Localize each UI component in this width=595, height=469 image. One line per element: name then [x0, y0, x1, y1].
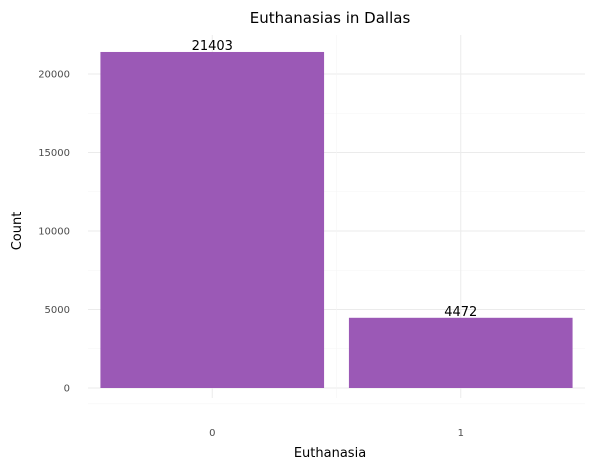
bar-value-label: 21403: [192, 39, 233, 54]
y-axis-ticks: 0 5000 10000 15000 20000: [38, 70, 70, 395]
x-tick-label: 1: [458, 428, 464, 439]
y-tick-label: 15000: [38, 148, 70, 159]
bars: [100, 51, 573, 388]
bar-value-label: 4472: [444, 305, 477, 320]
x-axis-label: Euthanasia: [294, 446, 366, 461]
y-tick-label: 20000: [38, 70, 70, 81]
y-tick-label: 5000: [45, 305, 70, 316]
x-tick-label: 0: [209, 428, 215, 439]
bar: [348, 317, 573, 388]
bar: [100, 51, 325, 388]
y-tick-label: 0: [64, 384, 70, 395]
data-labels: 21403 4472: [192, 39, 478, 320]
chart-title: Euthanasias in Dallas: [250, 9, 411, 27]
y-axis-label: Count: [10, 212, 25, 251]
y-tick-label: 10000: [38, 227, 70, 238]
